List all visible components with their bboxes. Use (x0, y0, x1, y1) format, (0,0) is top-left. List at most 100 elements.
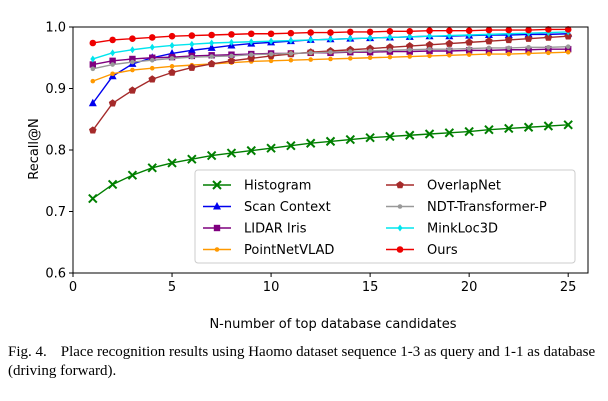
caption-text: Place recognition results using Haomo da… (8, 344, 596, 379)
data-point-lidar-iris (149, 54, 156, 61)
data-point-ours (148, 34, 156, 41)
legend-box (194, 169, 576, 264)
data-point-ours (505, 26, 513, 34)
data-point-ours (525, 26, 532, 34)
data-point-ours (109, 36, 116, 44)
data-point-ours (228, 31, 235, 38)
data-point-pointnetvlad (447, 52, 452, 58)
data-point-ours (465, 27, 473, 34)
data-point-overlapnet (168, 68, 176, 76)
data-point-ndt-transformer-p (546, 44, 551, 50)
data-point-histogram (127, 170, 138, 180)
data-point-histogram (504, 123, 514, 134)
data-point-ours (406, 28, 414, 35)
data-point-ndt-transformer-p (427, 46, 432, 52)
data-point-pointnetvlad (387, 54, 393, 60)
data-point-minkloc3d (149, 43, 155, 51)
legend-item-minkloc3d: MinkLoc3D (386, 222, 498, 237)
legend-label: OverlapNet (427, 179, 501, 194)
y-tick-label: 0.9 (45, 82, 66, 97)
data-point-histogram (325, 136, 336, 147)
data-point-histogram (484, 124, 494, 135)
data-point-ours (564, 26, 572, 33)
data-point-overlapnet (128, 86, 137, 94)
data-point-ours (485, 26, 493, 34)
data-point-overlapnet (405, 42, 414, 50)
data-point-histogram (167, 158, 177, 168)
data-point-pointnetvlad (308, 57, 313, 62)
y-axis-label: Recall@N (27, 118, 42, 180)
data-point-histogram (385, 131, 395, 142)
data-point-histogram (107, 179, 118, 190)
data-point-pointnetvlad (565, 49, 571, 55)
legend-marker (214, 247, 220, 252)
data-point-pointnetvlad (466, 52, 472, 57)
data-point-ours (426, 27, 433, 34)
data-point-lidar-iris (109, 57, 116, 65)
data-point-ours (89, 39, 97, 47)
data-point-ndt-transformer-p (90, 66, 96, 72)
data-point-ours (129, 35, 136, 42)
data-point-ndt-transformer-p (209, 54, 214, 59)
x-tick-label: 5 (168, 280, 176, 295)
data-point-minkloc3d (110, 49, 116, 57)
data-point-ours (247, 30, 255, 38)
data-point-pointnetvlad (526, 51, 531, 56)
data-point-minkloc3d (347, 35, 353, 43)
legend-label: LIDAR Iris (244, 222, 307, 237)
data-point-minkloc3d (129, 46, 135, 54)
data-point-minkloc3d (407, 33, 413, 41)
series-histogram (88, 120, 573, 204)
data-point-pointnetvlad (407, 54, 413, 59)
data-point-ndt-transformer-p (189, 54, 195, 60)
data-point-overlapnet (386, 43, 394, 51)
data-point-ours (287, 29, 295, 37)
data-point-ndt-transformer-p (447, 46, 452, 52)
data-point-overlapnet (544, 33, 553, 41)
data-point-ndt-transformer-p (268, 51, 274, 57)
data-point-overlapnet (465, 38, 473, 46)
data-point-ours (267, 30, 275, 38)
plot-marks (88, 26, 573, 204)
data-point-histogram (226, 148, 237, 158)
data-point-pointnetvlad (328, 56, 333, 62)
data-point-histogram (543, 121, 554, 131)
data-point-minkloc3d (387, 33, 393, 41)
data-point-histogram (444, 128, 455, 138)
data-point-histogram (563, 120, 573, 130)
data-point-overlapnet (445, 39, 454, 47)
y-tick-label: 0.8 (45, 144, 66, 159)
legend-label: Scan Context (244, 200, 331, 215)
data-point-histogram (147, 163, 157, 173)
legend-label: NDT-Transformer-P (427, 200, 547, 215)
recall-chart: 0 5 10 15 20 25 0.6 0.7 0.8 0.9 1.0 Histogram Scan … (27, 21, 589, 332)
figure-caption: Fig. 4. Place recognition results using H… (8, 343, 600, 381)
data-point-overlapnet (524, 34, 533, 42)
data-point-pointnetvlad (110, 71, 115, 77)
data-point-histogram (88, 193, 98, 204)
data-point-minkloc3d (268, 37, 274, 45)
data-point-ndt-transformer-p (110, 62, 115, 67)
legend-item-pointnetvlad: PointNetVLAD (203, 243, 334, 258)
data-point-minkloc3d (446, 32, 452, 40)
data-point-ours (188, 32, 196, 39)
data-point-histogram (464, 126, 474, 137)
legend-item-lidar-iris: LIDAR Iris (203, 222, 307, 237)
data-point-pointnetvlad (427, 53, 432, 59)
legend-marker (213, 224, 221, 232)
series-ours (89, 26, 572, 47)
y-tick-label: 0.7 (45, 205, 66, 220)
data-point-ours (307, 29, 314, 36)
data-point-ndt-transformer-p (328, 49, 333, 55)
data-point-pointnetvlad (268, 58, 274, 64)
axes: 0 5 10 15 20 25 0.6 0.7 0.8 0.9 1.0 (45, 21, 589, 295)
data-point-histogram (523, 122, 534, 132)
data-point-pointnetvlad (90, 78, 96, 84)
legend-label: PointNetVLAD (244, 243, 334, 258)
data-point-histogram (424, 129, 435, 139)
data-point-overlapnet (148, 75, 157, 83)
data-point-ndt-transformer-p (407, 47, 413, 53)
y-tick-label: 1.0 (45, 21, 66, 36)
data-point-pointnetvlad (149, 65, 155, 71)
x-axis-label: N-number of top database candidates (209, 317, 456, 332)
